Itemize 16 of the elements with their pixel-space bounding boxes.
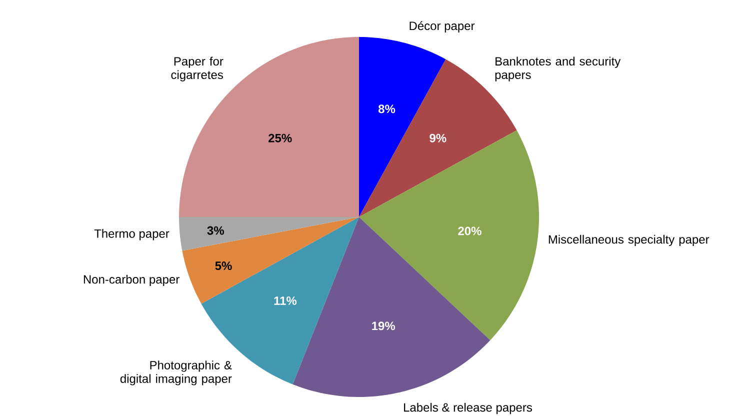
slice-label: Photographic & digital imaging paper [120, 360, 232, 386]
slice-label: Miscellaneous specialty paper [548, 234, 710, 246]
data-label: 8% [378, 104, 396, 114]
data-label: 11% [274, 296, 297, 305]
data-label: 5% [215, 262, 232, 270]
data-label: 25% [268, 134, 292, 142]
slice-label: Labels & release papers [404, 402, 532, 414]
data-label: 20% [458, 226, 482, 236]
data-label: 3% [207, 226, 224, 235]
slice-label: Thermo paper [94, 229, 170, 240]
slice-label: Non-carbon paper [84, 274, 180, 286]
data-label: 9% [430, 134, 446, 142]
slice-label: Banknotes and security papers [495, 56, 621, 82]
slice-label: Paper for cigarretes [171, 56, 224, 82]
slice-label: Décor paper [410, 21, 475, 32]
data-label: 19% [372, 322, 396, 330]
